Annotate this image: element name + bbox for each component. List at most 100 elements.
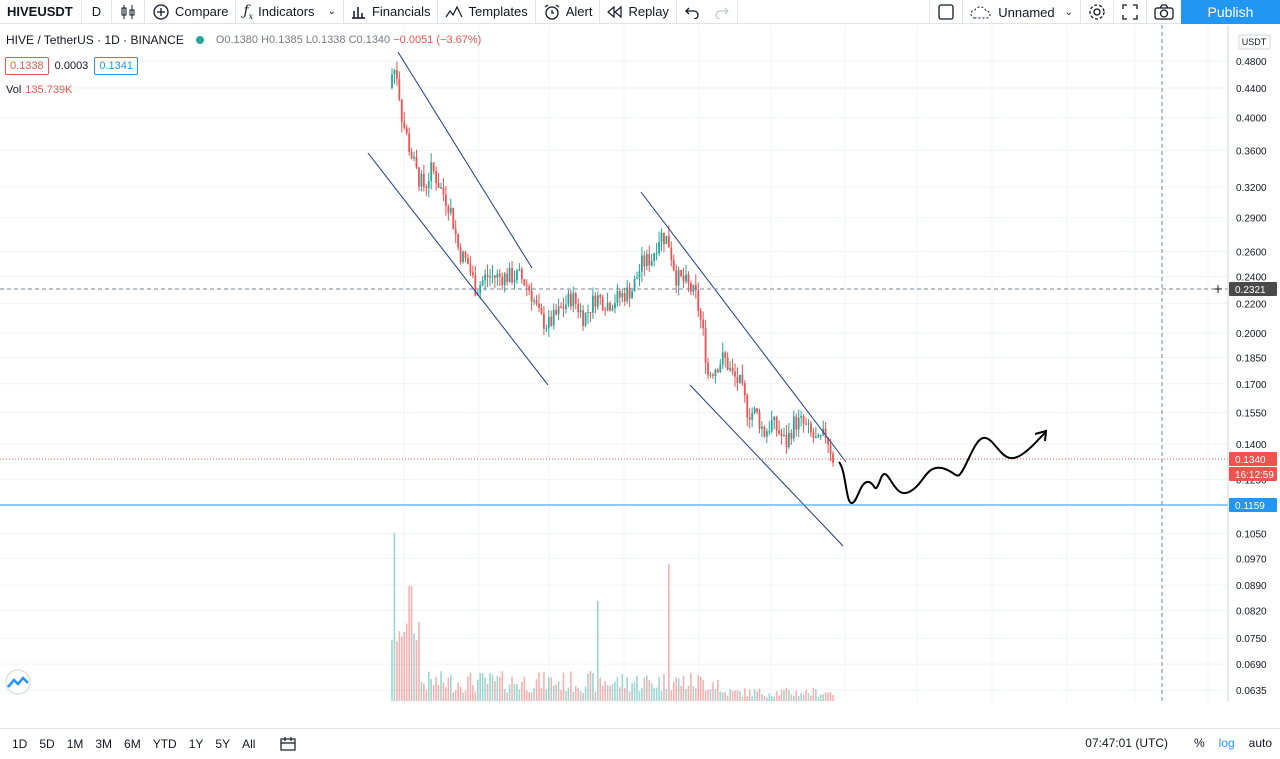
candle-body	[604, 309, 607, 311]
volume-bar	[609, 685, 611, 701]
price-chart[interactable]: 0.4800 0.4400 0.4000 0.3600 0.3200 0.2900 0.26…	[0, 25, 1280, 701]
volume-bar	[817, 697, 820, 701]
layout-name-button[interactable]: Unnamed ⌄	[962, 0, 1080, 24]
settings-button[interactable]	[1080, 0, 1113, 24]
range-1m[interactable]: 1M	[66, 737, 84, 751]
candle-body	[819, 434, 822, 436]
candle-body	[716, 369, 719, 373]
candle-body	[393, 70, 396, 75]
candle-body	[474, 275, 477, 296]
goto-date-icon[interactable]	[279, 736, 297, 752]
candle-body	[685, 274, 687, 282]
volume-bar	[408, 586, 410, 701]
candle-body	[533, 300, 535, 302]
volume-bar	[499, 677, 501, 701]
volume-bar	[800, 693, 802, 701]
redo-button[interactable]	[707, 0, 738, 24]
symbol-search[interactable]: HIVEUSDT	[0, 0, 82, 24]
volume-bar	[445, 687, 447, 701]
volume-bar	[736, 690, 739, 701]
ask-price[interactable]: 0.1341	[94, 57, 138, 75]
candle-body	[452, 207, 455, 229]
range-1y[interactable]: 1Y	[188, 737, 204, 751]
range-5y[interactable]: 5Y	[215, 737, 231, 751]
undo-button[interactable]	[677, 0, 707, 24]
candle-body	[770, 420, 773, 432]
utc-clock[interactable]: 07:47:01 (UTC)	[1085, 736, 1168, 750]
volume-bar	[797, 696, 800, 701]
volume-bar	[790, 694, 793, 701]
currency-label: USDT	[1242, 37, 1267, 47]
volume-bar	[807, 693, 810, 701]
candle-body	[609, 302, 611, 311]
candle-body	[415, 156, 418, 168]
volume-bar	[636, 675, 638, 701]
candle-body	[606, 302, 609, 311]
candle-body	[807, 423, 810, 425]
candle-body	[440, 187, 442, 189]
alert-button[interactable]: Alert	[536, 0, 601, 24]
volume-bar	[783, 690, 785, 701]
volume-bar	[785, 687, 788, 701]
snapshot-button[interactable]	[1146, 0, 1181, 24]
volume-bar	[646, 675, 648, 701]
publish-button[interactable]: Publish	[1181, 0, 1280, 24]
candle-body	[498, 273, 501, 277]
compare-label: Compare	[175, 4, 229, 19]
range-all[interactable]: All	[242, 737, 256, 751]
volume-bar	[668, 564, 670, 701]
layout-select-checkbox[interactable]	[929, 0, 962, 24]
toolbar-right: Unnamed ⌄	[929, 0, 1181, 24]
candle-body	[658, 241, 660, 254]
volume-bar	[582, 692, 584, 701]
volume-bar	[447, 677, 450, 701]
volume-bar	[592, 672, 594, 701]
templates-button[interactable]: Templates	[438, 0, 536, 24]
crosshair-price-label-box	[1229, 282, 1277, 296]
candle-body	[790, 432, 793, 439]
range-ytd[interactable]: YTD	[152, 737, 177, 751]
price-tick-label: 0.1700	[1236, 380, 1267, 391]
chevron-down-icon[interactable]: ⌄	[327, 6, 336, 17]
replay-button[interactable]: Replay	[600, 0, 677, 24]
volume-bar	[682, 676, 685, 701]
volume-bar	[425, 690, 428, 701]
volume-bar	[829, 692, 832, 701]
compare-button[interactable]: Compare	[145, 0, 237, 24]
financials-button[interactable]: Financials	[344, 0, 439, 24]
volume-bar	[604, 681, 606, 701]
candle-body	[729, 368, 731, 370]
range-6m[interactable]: 6M	[124, 737, 141, 751]
candle-body	[422, 173, 425, 187]
volume-bar	[525, 690, 528, 701]
candle-body	[721, 352, 724, 365]
fullscreen-button[interactable]	[1113, 0, 1146, 24]
range-3m[interactable]: 3M	[95, 737, 113, 751]
replay-label: Replay	[628, 4, 669, 19]
percent-scale-toggle[interactable]: %	[1193, 736, 1205, 750]
chart-type-button[interactable]	[112, 0, 145, 24]
volume-bar	[584, 686, 587, 701]
indicators-button[interactable]: ƒx Indicators ⌄	[236, 0, 344, 24]
interval-button[interactable]: D	[82, 0, 112, 24]
range-5d[interactable]: 5D	[39, 737, 55, 751]
volume-bar	[523, 676, 526, 701]
volume-bar	[423, 683, 425, 701]
candle-body	[743, 383, 746, 396]
volume-bar	[746, 696, 749, 701]
candle-body	[479, 285, 482, 294]
candle-body	[601, 297, 604, 310]
auto-scale-toggle[interactable]: auto	[1248, 736, 1272, 750]
volume-bar	[545, 689, 548, 701]
candle-body	[405, 127, 408, 134]
bid-price[interactable]: 0.1338	[5, 57, 49, 75]
volume-bar	[579, 690, 582, 701]
volume-bar	[702, 679, 704, 701]
candle-body	[663, 232, 665, 244]
candle-body	[569, 293, 572, 307]
candle-body	[631, 291, 633, 299]
range-1d[interactable]: 1D	[12, 737, 28, 751]
log-scale-toggle[interactable]: log	[1218, 736, 1235, 750]
volume-bar	[714, 689, 717, 701]
candle-body	[489, 276, 491, 278]
